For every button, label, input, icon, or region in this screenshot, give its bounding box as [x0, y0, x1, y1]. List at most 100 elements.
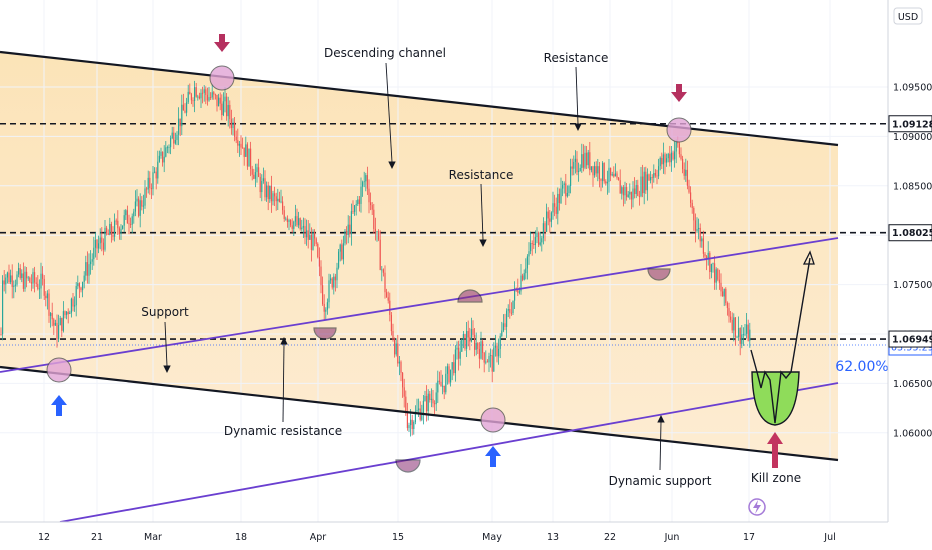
candle-body [259, 176, 261, 193]
candle-body [171, 132, 173, 139]
candle-body [645, 171, 647, 191]
time-tick-label: 17 [743, 532, 755, 543]
candle-body [434, 403, 436, 405]
candle-body [243, 147, 245, 157]
candle-body [67, 311, 69, 315]
candle-body [736, 336, 738, 338]
lightning-icon[interactable] [748, 498, 766, 516]
candle-body [26, 271, 28, 279]
candle-body [542, 223, 544, 239]
candlesticks [0, 80, 751, 437]
candle-body [386, 292, 388, 298]
candle-body [160, 151, 162, 156]
candle-body [16, 274, 18, 285]
candle-body [267, 185, 269, 200]
candle-body [301, 227, 303, 230]
candle-body [302, 226, 304, 228]
currency-button[interactable] [893, 7, 923, 25]
candle-body [398, 361, 400, 364]
candle-body [14, 284, 16, 286]
candle-body [334, 276, 336, 281]
candle-body [291, 225, 293, 229]
arrow-down-icon [671, 84, 687, 102]
candle-body [178, 118, 180, 135]
candle-body [666, 158, 668, 163]
candle-body [59, 317, 61, 326]
candle-body [128, 223, 130, 225]
candle-body [562, 185, 564, 189]
price-axis[interactable] [888, 0, 932, 550]
candle-body [90, 261, 92, 265]
candle-body [715, 269, 717, 283]
candle-body [451, 362, 453, 370]
candle-body [368, 188, 370, 203]
candle-body [749, 329, 751, 341]
touch-circle [209, 65, 235, 91]
candle-body [392, 331, 394, 340]
candle-body [56, 322, 58, 340]
candle-body [670, 152, 672, 163]
projection-arrowhead-icon [802, 250, 815, 265]
candle-body [198, 96, 200, 99]
touch-marker [395, 459, 421, 473]
candle-body [506, 310, 508, 327]
candle-body [0, 334, 2, 335]
candle-body [682, 158, 684, 170]
candle-body [141, 200, 143, 207]
candle-body [384, 272, 386, 293]
time-tick-label: 13 [547, 532, 559, 543]
candle-body [733, 317, 735, 331]
candle-body [744, 333, 746, 335]
candle-body [333, 276, 335, 288]
time-axis[interactable] [0, 522, 888, 550]
candle-body [566, 192, 568, 197]
candle-body [616, 173, 618, 178]
candle-body [694, 220, 696, 232]
candle-body [365, 175, 367, 182]
candle-body [51, 313, 53, 320]
candle-body [635, 185, 637, 195]
arrow-up-icon [51, 395, 67, 416]
candle-body [147, 177, 149, 190]
candle-body [432, 398, 434, 404]
candle-body [661, 157, 663, 165]
candle-body [518, 291, 520, 293]
candle-body [150, 188, 152, 190]
candle-body [208, 97, 210, 101]
candle-body [706, 256, 708, 260]
candle-body [624, 187, 626, 196]
candle-body [115, 220, 117, 222]
candle-body [400, 361, 402, 373]
candle-body [107, 233, 109, 235]
candle-body [440, 381, 442, 387]
candle-body [595, 166, 597, 174]
candle-body [509, 309, 511, 313]
candle-body [552, 203, 554, 213]
candle-body [322, 285, 324, 304]
candle-body [467, 331, 469, 338]
candle-body [731, 319, 733, 331]
candle-body [261, 181, 263, 193]
currency-label: USD [898, 12, 918, 23]
candle-body [272, 193, 274, 202]
touch-circle [46, 357, 72, 383]
candle-body [256, 167, 258, 173]
candle-body [742, 334, 744, 335]
candle-body [86, 262, 88, 276]
candle-body [280, 201, 282, 203]
candle-body [696, 229, 698, 232]
candle-body [544, 223, 546, 232]
candle-body [501, 330, 503, 337]
candle-body [237, 140, 239, 146]
candle-body [88, 264, 90, 276]
candle-body [490, 355, 492, 357]
candle-body [122, 225, 124, 229]
candle-body [477, 343, 479, 350]
candle-body [309, 234, 311, 240]
candle-body [29, 277, 31, 283]
annotation-pointers [163, 62, 665, 471]
price-tick-label: 1.08500 [893, 181, 932, 192]
time-tick-label: 18 [235, 532, 247, 543]
candle-body [240, 143, 242, 148]
